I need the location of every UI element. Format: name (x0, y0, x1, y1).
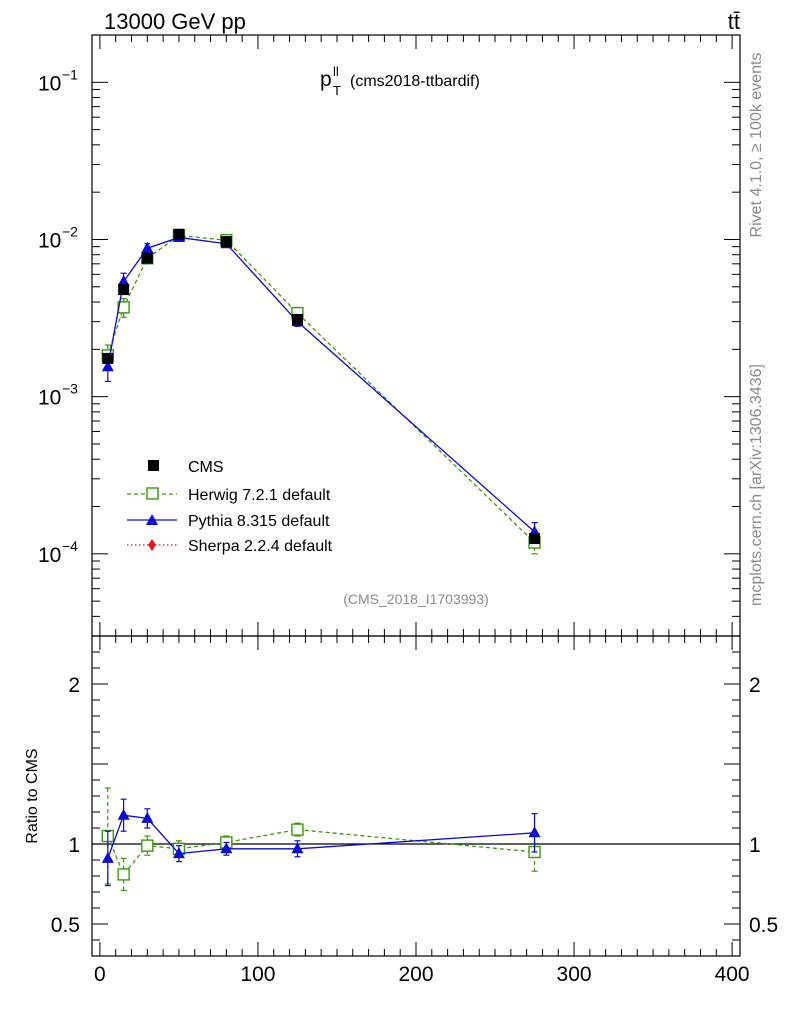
main-y-tick-exponent: −4 (62, 538, 78, 554)
main-y-tick-label: 10 (38, 229, 61, 252)
ratio-series (101, 787, 541, 892)
legend-marker-herwig (146, 487, 159, 500)
ratio-point-pythia (220, 842, 233, 854)
x-tick-label: 200 (398, 963, 433, 986)
ratio-y-tick-label-right: 0.5 (749, 914, 778, 937)
data-point-pythia (117, 275, 130, 287)
main-y-tick-exponent: −3 (62, 381, 78, 397)
ratio-point-herwig (291, 823, 304, 836)
x-tick-label: 0 (94, 963, 106, 986)
x-tick-label: 100 (240, 963, 275, 986)
ratio-point-pythia (141, 811, 154, 823)
legend-marker-sherpa (148, 539, 156, 551)
ratio-point-pythia (117, 808, 130, 820)
main-y-tick-label: 10 (38, 387, 61, 410)
main-series (101, 228, 541, 555)
data-point-cms (529, 533, 541, 545)
plot-title: p ll T (cms2018-ttbardif) (320, 64, 480, 98)
main-y-tick-label: 10 (38, 72, 61, 95)
title-tag: (cms2018-ttbardif) (350, 73, 480, 90)
legend-marker-cms (148, 460, 159, 471)
ratio-point-pythia (291, 842, 304, 854)
data-point-cms (291, 313, 303, 325)
ratio-point-pythia (172, 847, 185, 859)
data-point-pythia (141, 241, 154, 253)
ratio-line-herwig (107, 828, 535, 876)
analysis-id: (CMS_2018_I1703993) (343, 591, 489, 607)
ratio-y-tick-label: 2 (68, 674, 80, 697)
title-superscript: ll (333, 64, 339, 79)
legend-marker-pythia (146, 514, 158, 525)
series-cms (102, 228, 541, 545)
process-label: tt̄ (728, 9, 740, 34)
data-point-herwig (117, 301, 130, 314)
data-point-cms (118, 284, 130, 296)
main-y-tick-label: 10 (38, 544, 61, 567)
energy-label: 13000 GeV pp (104, 9, 246, 34)
ratio-y-axis-label: Ratio to CMS (24, 748, 41, 843)
x-tick-label: 300 (557, 963, 592, 986)
rivet-label: Rivet 4.1.0, ≥ 100k events (748, 53, 765, 238)
legend-label-sherpa: Sherpa 2.2.4 default (188, 538, 333, 555)
legend-label-herwig: Herwig 7.2.1 default (188, 487, 331, 504)
data-point-cms (173, 228, 185, 240)
title-subscript: T (333, 83, 341, 98)
mcplots-label: mcplots.cern.ch [arXiv:1306.3436] (748, 364, 765, 606)
ratio-y-tick-label: 0.5 (51, 914, 80, 937)
data-point-cms (141, 252, 153, 264)
legend-label-pythia: Pythia 8.315 default (188, 513, 330, 530)
ratio-y-tick-label: 1 (68, 834, 80, 857)
main-y-tick-exponent: −1 (62, 66, 78, 82)
ratio-point-pythia (101, 851, 114, 863)
ratio-y-tick-label-right: 1 (749, 834, 761, 857)
legend-label-cms: CMS (188, 459, 224, 476)
legend: CMS Herwig 7.2.1 default Pythia 8.315 de… (127, 459, 333, 555)
ratio-point-pythia (528, 826, 541, 838)
main-y-tick-exponent: −2 (62, 223, 78, 239)
ratio-point-herwig (141, 839, 154, 852)
data-point-cms (102, 352, 114, 364)
x-tick-label: 400 (715, 963, 750, 986)
title-main: p (320, 68, 332, 91)
ratio-series-herwig (101, 787, 541, 892)
ratio-series-pythia (101, 798, 541, 887)
ratio-line-pythia (107, 814, 535, 859)
series-herwig (101, 229, 541, 555)
data-point-cms (220, 236, 232, 248)
ratio-y-tick-label-right: 2 (749, 674, 761, 697)
data-point-pythia (101, 360, 114, 372)
ratio-point-herwig (117, 868, 130, 881)
ratio-plot-frame (91, 635, 741, 957)
